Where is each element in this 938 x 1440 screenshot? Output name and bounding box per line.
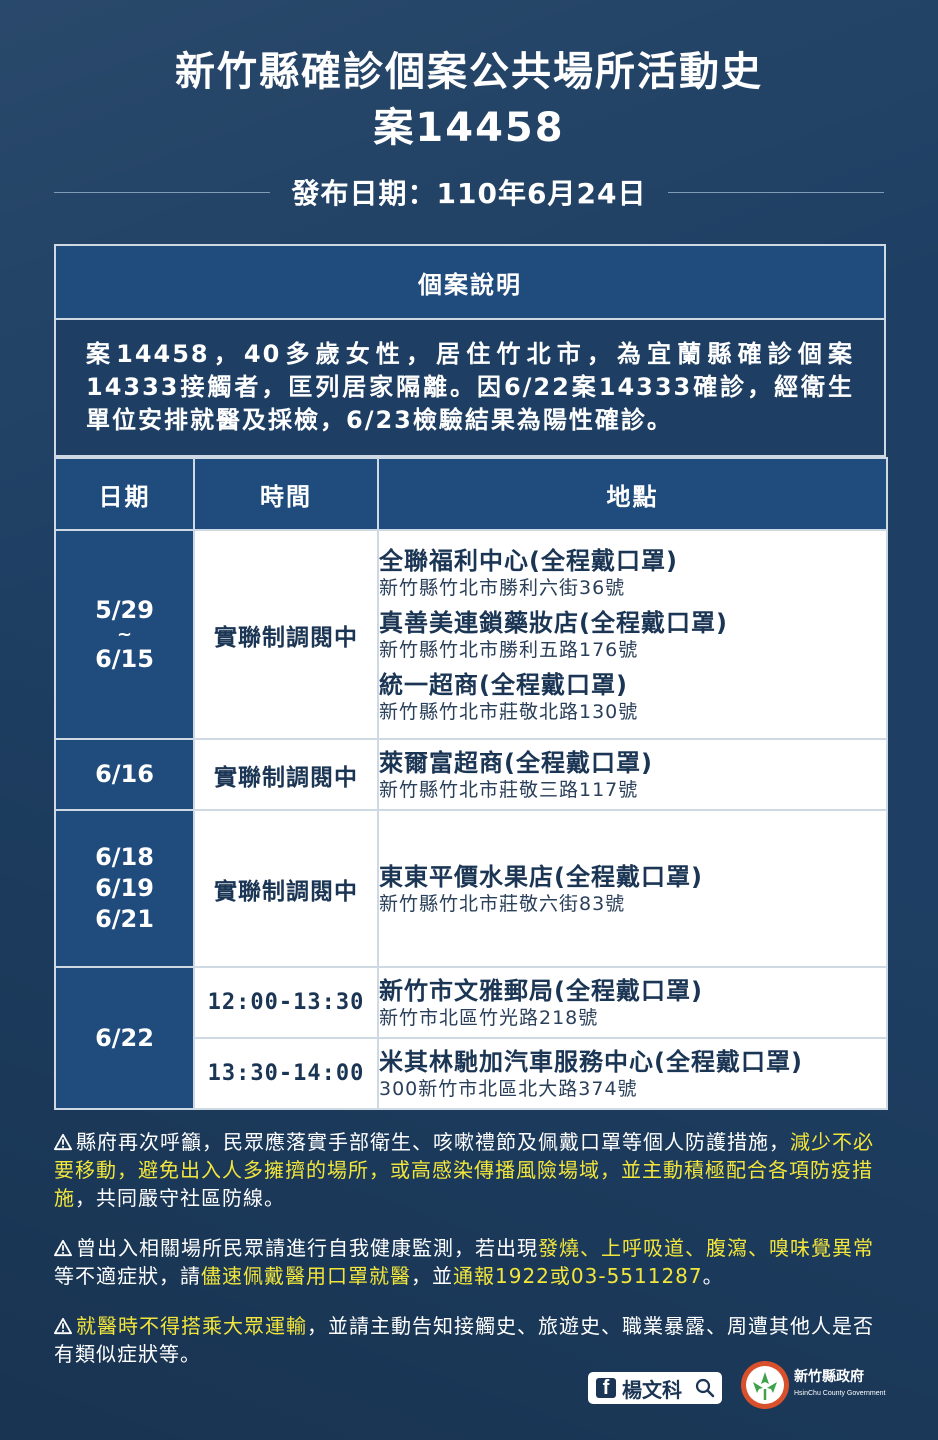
- header-place: 地點: [377, 457, 888, 531]
- row-places: 新竹市文雅郵局(全程戴口罩) 新竹市北區竹光路218號: [377, 966, 888, 1039]
- place-item: 新竹市文雅郵局(全程戴口罩) 新竹市北區竹光路218號: [379, 976, 886, 1030]
- notice-section: 縣府再次呼籲，民眾應落實手部衛生、咳嗽禮節及佩戴口罩等個人防護措施，減少不必要移…: [54, 1128, 888, 1390]
- place-name: 統一超商(全程戴口罩): [379, 670, 628, 699]
- warning-icon: [54, 1239, 72, 1257]
- place-name: 真善美連鎖藥妝店(全程戴口罩): [379, 608, 728, 637]
- notice-highlight: 儘速佩戴醫用口罩就醫: [201, 1264, 411, 1288]
- table-row: 5/29 ~ 6/15 實聯制調閱中 全聯福利中心(全程戴口罩) 新竹縣竹北市勝…: [54, 529, 888, 740]
- warning-icon: [54, 1133, 72, 1151]
- row-time: 實聯制調閱中: [193, 809, 379, 968]
- place-item: 東東平價水果店(全程戴口罩) 新竹縣竹北市莊敬六街83號: [379, 862, 886, 916]
- row-date: 6/16: [54, 738, 195, 811]
- place-item: 萊爾富超商(全程戴口罩) 新竹縣竹北市莊敬三路117號: [379, 748, 886, 802]
- facebook-icon: f: [596, 1378, 616, 1398]
- facebook-search-badge[interactable]: f 楊文科: [588, 1372, 722, 1404]
- row-time: 實聯制調閱中: [193, 738, 379, 811]
- row-places: 米其林馳加汽車服務中心(全程戴口罩) 300新竹市北區北大路374號: [377, 1037, 888, 1110]
- row-time: 實聯制調閱中: [193, 529, 379, 740]
- county-logo-icon: [741, 1361, 789, 1409]
- notice-text: 等不適症狀，請: [54, 1264, 201, 1288]
- place-item: 米其林馳加汽車服務中心(全程戴口罩) 300新竹市北區北大路374號: [379, 1047, 886, 1101]
- place-name: 東東平價水果店(全程戴口罩): [379, 862, 703, 891]
- government-name-en: HsinChu County Government: [794, 1390, 886, 1397]
- row-date: 5/29 ~ 6/15: [54, 529, 195, 740]
- divider-left: [54, 191, 270, 193]
- row-time: 12:00-13:30: [193, 966, 379, 1039]
- page-title: 新竹縣確診個案公共場所活動史 案14458: [0, 44, 938, 156]
- case-heading: 個案說明: [56, 246, 884, 320]
- notice-highlight: 通報1922或03-5511287: [453, 1264, 703, 1288]
- table-row: 6/18 6/19 6/21 實聯制調閱中 東東平價水果店(全程戴口罩) 新竹縣…: [54, 809, 888, 968]
- notice-item: 曾出入相關場所民眾請進行自我健康監測，若出現發燒、上呼吸道、腹瀉、嗅味覺異常等不…: [54, 1234, 888, 1290]
- notice-highlight: 就醫時不得搭乘大眾運輸: [76, 1314, 307, 1338]
- date-end: 6/15: [95, 644, 154, 673]
- table-header-row: 日期 時間 地點: [54, 457, 888, 531]
- place-item: 真善美連鎖藥妝店(全程戴口罩) 新竹縣竹北市勝利五路176號: [379, 608, 886, 662]
- activity-table: 日期 時間 地點 5/29 ~ 6/15 實聯制調閱中 全聯福利中心(全程戴口罩…: [54, 457, 888, 1110]
- place-item: 全聯福利中心(全程戴口罩) 新竹縣竹北市勝利六街36號: [379, 546, 886, 600]
- header-time: 時間: [193, 457, 379, 531]
- place-item: 統一超商(全程戴口罩) 新竹縣竹北市莊敬北路130號: [379, 670, 886, 724]
- place-name: 新竹市文雅郵局(全程戴口罩): [379, 976, 703, 1005]
- notice-text: 。: [702, 1264, 724, 1288]
- table-row: 6/16 實聯制調閱中 萊爾富超商(全程戴口罩) 新竹縣竹北市莊敬三路117號: [54, 738, 888, 811]
- place-address: 新竹市北區竹光路218號: [379, 1006, 599, 1029]
- notice-item: 就醫時不得搭乘大眾運輸，並請主動告知接觸史、旅遊史、職業暴露、周遭其他人是否有類…: [54, 1312, 888, 1368]
- place-name: 米其林馳加汽車服務中心(全程戴口罩): [379, 1047, 803, 1076]
- table-row: 6/22 12:00-13:30 新竹市文雅郵局(全程戴口罩) 新竹市北區竹光路…: [54, 966, 888, 1110]
- case-description: 案14458，40多歲女性，居住竹北市，為宜蘭縣確診個案14333接觸者，匡列居…: [56, 320, 884, 455]
- notice-item: 縣府再次呼籲，民眾應落實手部衛生、咳嗽禮節及佩戴口罩等個人防護措施，減少不必要移…: [54, 1128, 888, 1212]
- date-1: 6/18: [95, 843, 154, 871]
- divider-right: [668, 191, 884, 193]
- place-address: 300新竹市北區北大路374號: [379, 1077, 638, 1100]
- place-address: 新竹縣竹北市勝利五路176號: [379, 638, 639, 661]
- header-date: 日期: [54, 457, 195, 531]
- place-address: 新竹縣竹北市莊敬六街83號: [379, 892, 626, 915]
- date-start: 5/29: [95, 595, 154, 624]
- place-name: 萊爾富超商(全程戴口罩): [379, 748, 653, 777]
- title-line-2: 案14458: [373, 105, 565, 151]
- notice-text: ，並: [411, 1264, 453, 1288]
- notice-text: ，並請主動告知接觸史、旅遊史、職業暴露、周遭其他人是否有類似症狀等。: [54, 1314, 874, 1366]
- notice-highlight: 發燒、上呼吸道、腹瀉、嗅味覺異常: [538, 1236, 874, 1260]
- release-date: 發布日期：110年6月24日: [291, 177, 647, 210]
- date-3: 6/21: [95, 905, 154, 933]
- title-line-1: 新竹縣確診個案公共場所活動史: [175, 49, 763, 95]
- notice-text: 縣府再次呼籲，民眾應落實手部衛生、咳嗽禮節及佩戴口罩等個人防護措施，: [76, 1130, 790, 1154]
- place-address: 新竹縣竹北市莊敬三路117號: [379, 778, 639, 801]
- place-name: 全聯福利中心(全程戴口罩): [379, 546, 678, 575]
- notice-highlight: 減少不必要移動，避免出入人多擁擠的場所，或高感染傳播風險場域，並主動積極配合各項…: [54, 1130, 874, 1210]
- release-date-row: 發布日期：110年6月24日: [54, 172, 884, 212]
- date-2: 6/19: [95, 874, 154, 902]
- row-date: 6/22: [54, 966, 195, 1110]
- table-row: 13:30-14:00 米其林馳加汽車服務中心(全程戴口罩) 300新竹市北區北…: [55, 1037, 888, 1110]
- government-name: 新竹縣政府: [794, 1369, 864, 1385]
- notice-text: ，共同嚴守社區防線。: [75, 1186, 285, 1210]
- search-icon: [695, 1378, 715, 1398]
- row-time: 13:30-14:00: [193, 1037, 379, 1110]
- row-places: 全聯福利中心(全程戴口罩) 新竹縣竹北市勝利六街36號 真善美連鎖藥妝店(全程戴…: [377, 529, 888, 740]
- warning-icon: [54, 1317, 72, 1335]
- row-places: 萊爾富超商(全程戴口罩) 新竹縣竹北市莊敬三路117號: [377, 738, 888, 811]
- notice-text: 曾出入相關場所民眾請進行自我健康監測，若出現: [76, 1236, 538, 1260]
- facebook-name: 楊文科: [622, 1377, 682, 1402]
- place-address: 新竹縣竹北市莊敬北路130號: [379, 700, 639, 723]
- place-address: 新竹縣竹北市勝利六街36號: [379, 576, 626, 599]
- row-date: 6/18 6/19 6/21: [54, 809, 195, 968]
- date-sep: ~: [116, 623, 133, 645]
- row-places: 東東平價水果店(全程戴口罩) 新竹縣竹北市莊敬六街83號: [377, 809, 888, 968]
- case-description-box: 個案說明 案14458，40多歲女性，居住竹北市，為宜蘭縣確診個案14333接觸…: [54, 244, 886, 457]
